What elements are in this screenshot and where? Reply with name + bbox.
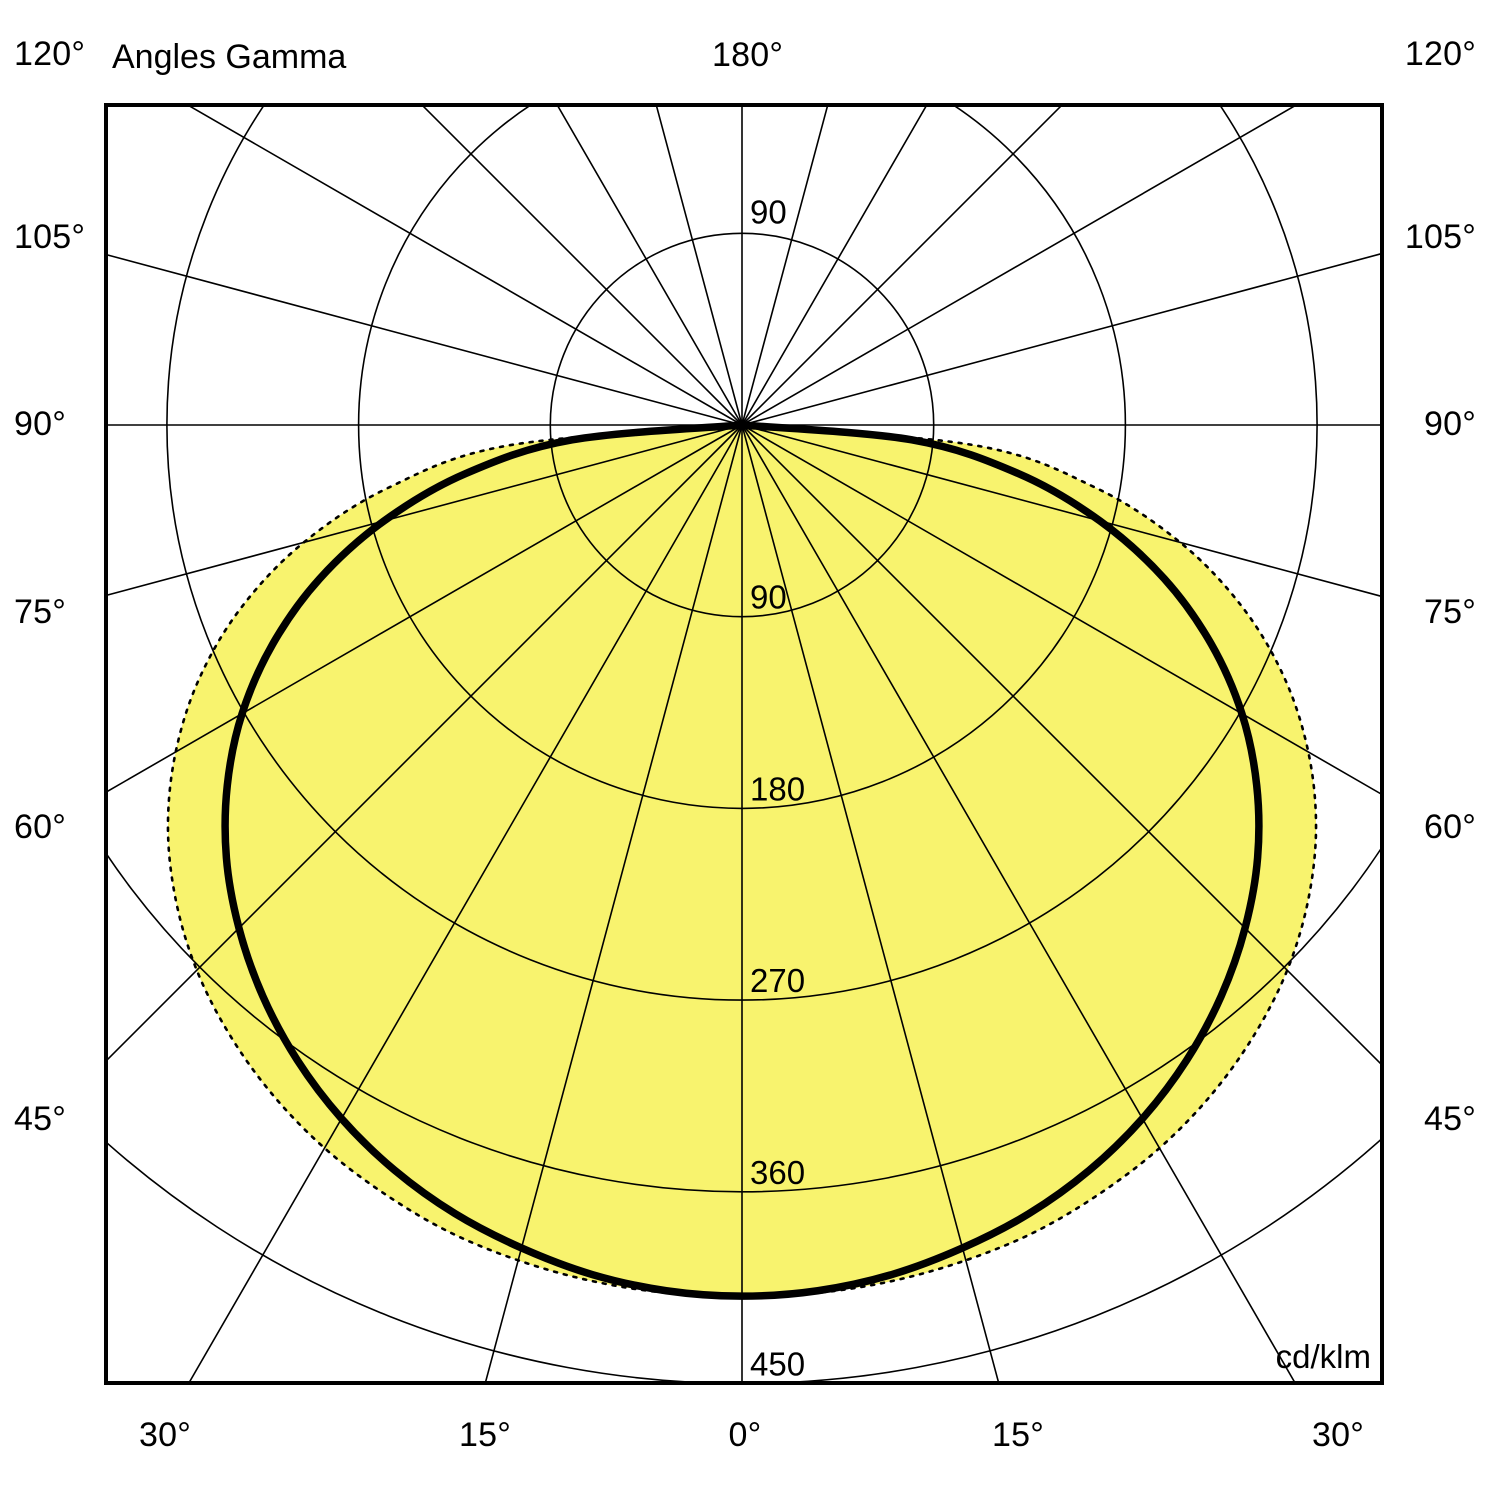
grid-spoke <box>106 424 743 597</box>
gamma-label-right-5: 45° <box>1423 1100 1476 1138</box>
grid-spoke <box>420 105 743 426</box>
unit-label: cd/klm <box>1276 1338 1371 1375</box>
page-title: Angles Gamma <box>112 38 347 76</box>
grid-spoke <box>741 105 1298 426</box>
grid-spoke <box>741 105 829 426</box>
grid-spoke <box>741 424 1382 796</box>
gamma-label-right-3: 75° <box>1423 593 1476 631</box>
grid-spoke <box>187 424 743 1383</box>
radial-tick-label: 90 <box>750 193 787 230</box>
grid-spoke <box>741 424 1297 1383</box>
grid-spoke <box>741 424 1000 1383</box>
radial-tick-label: 180 <box>750 770 805 807</box>
radial-tick-labels: 90 90 180 270 360 450 <box>750 193 805 1382</box>
top-gamma-label-180: 180° <box>712 36 784 74</box>
gamma-label-bottom-4: 30° <box>1311 1416 1364 1454</box>
grid-spoke <box>484 424 743 1383</box>
gamma-label-left-2: 90° <box>14 405 67 443</box>
gamma-label-left-3: 75° <box>14 593 67 631</box>
gamma-label-left-4: 60° <box>14 808 67 846</box>
grid-spoke <box>655 105 743 426</box>
gamma-label-left-5: 45° <box>14 1100 67 1138</box>
radial-tick-label: 270 <box>750 962 805 999</box>
grid-spoke <box>106 253 743 426</box>
grid-spoke <box>741 252 1382 426</box>
plot-frame <box>104 103 1384 1385</box>
gamma-label-left-1: 105° <box>14 218 86 256</box>
gamma-label-right-4: 60° <box>1423 808 1476 846</box>
gamma-label-bottom-1: 15° <box>458 1416 511 1454</box>
gamma-label-bottom-0: 30° <box>138 1416 191 1454</box>
grid-spoke <box>556 105 743 426</box>
gamma-label-left-0: 120° <box>14 35 86 73</box>
gamma-label-bottom-2: 0° <box>728 1416 762 1454</box>
grid-spoke <box>106 424 743 1063</box>
grid-spoke <box>741 424 1382 598</box>
gamma-label-right-2: 90° <box>1423 405 1476 443</box>
gamma-label-right-1: 105° <box>1404 218 1476 256</box>
grid-spoke <box>741 105 928 426</box>
gamma-label-right-0: 120° <box>1404 35 1476 73</box>
radial-tick-label: 90 <box>750 579 787 616</box>
grid-spoke <box>106 424 743 794</box>
grid-spoke <box>186 105 743 426</box>
grid-spoke <box>741 424 1382 1067</box>
radial-tick-label: 360 <box>750 1154 805 1191</box>
curve-c0-c180 <box>221 421 1263 1300</box>
grid-spoke <box>741 105 1064 426</box>
gamma-label-bottom-3: 15° <box>991 1416 1044 1454</box>
radial-tick-label: 450 <box>750 1346 805 1383</box>
